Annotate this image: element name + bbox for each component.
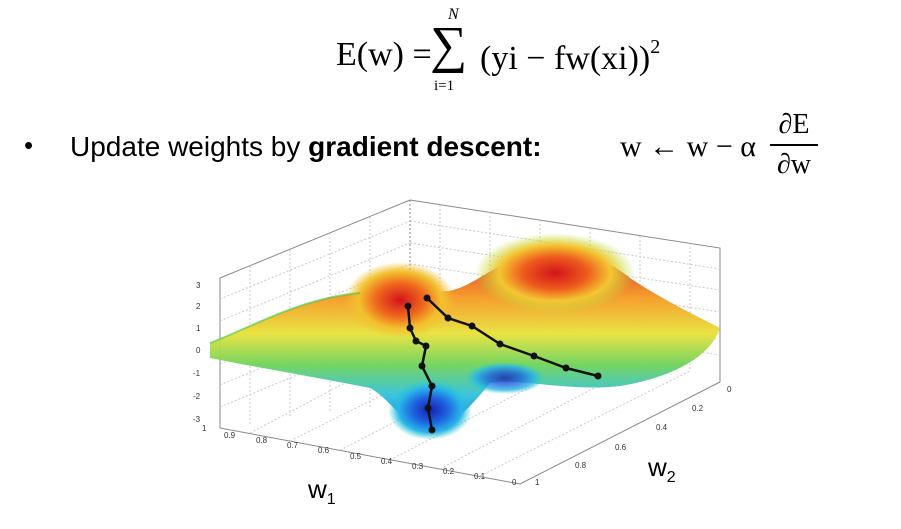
update-rule-lhs: w ← w − α bbox=[620, 130, 756, 163]
equation-exponent: 2 bbox=[650, 36, 661, 58]
path-marker bbox=[428, 382, 436, 390]
gradient-numerator: ∂E bbox=[778, 109, 810, 140]
z-axis-ticks: 3 2 1 0 -1 -2 -3 bbox=[193, 281, 201, 424]
w2-axis-label-subscript: 2 bbox=[666, 469, 676, 487]
w1-tick-label: 0.9 bbox=[224, 431, 236, 440]
w1-axis-label-subscript: 1 bbox=[326, 491, 336, 509]
bullet-text-bold: gradient descent: bbox=[308, 131, 542, 162]
w1-tick-label: 0.6 bbox=[318, 446, 330, 455]
z-tick-label: 1 bbox=[196, 324, 201, 333]
gradient-denominator: ∂w bbox=[776, 149, 812, 180]
path-marker bbox=[594, 372, 602, 380]
w2-axis-label: w2 bbox=[648, 452, 676, 487]
path-marker bbox=[444, 314, 452, 322]
z-tick-label: -1 bbox=[193, 369, 201, 378]
descent-path-right-markers bbox=[423, 294, 602, 380]
w2-tick-label: 0.6 bbox=[615, 443, 627, 452]
w2-tick-label: 1 bbox=[535, 478, 540, 487]
path-marker bbox=[422, 342, 430, 350]
sum-lower-limit: i=1 bbox=[434, 78, 455, 94]
w1-axis-ticks: 1 0.9 0.8 0.7 0.6 0.5 0.4 0.3 0.2 0.1 0 bbox=[202, 424, 517, 487]
equation-rhs-body: (yi − fw(xi)) bbox=[480, 40, 651, 77]
path-marker bbox=[418, 362, 426, 370]
descent-path-left-markers bbox=[404, 302, 436, 434]
w1-tick-label: 0.2 bbox=[443, 467, 455, 476]
path-marker bbox=[424, 404, 432, 412]
path-marker bbox=[428, 426, 436, 434]
bullet-item: • Update weights by gradient descent: bbox=[24, 128, 884, 168]
error-surface bbox=[209, 233, 720, 440]
w2-tick-label: 0.2 bbox=[692, 404, 704, 413]
w1-tick-label: 0 bbox=[512, 478, 517, 487]
gradient-fraction: ∂E ∂w bbox=[770, 108, 818, 182]
equation-lhs: E(w) = bbox=[336, 36, 432, 73]
equation-rhs: (yi − fw(xi))2 bbox=[480, 36, 660, 78]
sum-symbol: ∑ bbox=[430, 17, 468, 74]
z-tick-label: -3 bbox=[193, 415, 201, 424]
w2-tick-label: 0.8 bbox=[575, 461, 587, 470]
z-tick-label: 3 bbox=[196, 281, 201, 290]
path-marker bbox=[412, 337, 420, 345]
w1-axis-label: w1 bbox=[308, 474, 336, 509]
bullet-icon: • bbox=[24, 130, 34, 160]
w1-tick-label: 0.4 bbox=[381, 457, 393, 466]
path-marker bbox=[406, 324, 414, 332]
w2-tick-label: 0.4 bbox=[656, 423, 668, 432]
w2-tick-label: 0 bbox=[727, 385, 732, 394]
error-equation: E(w) = N ∑ i=1 (yi − fw(xi))2 bbox=[300, 6, 660, 98]
w2-axis-label-letter: w bbox=[648, 452, 667, 482]
bullet-text: Update weights by gradient descent: bbox=[70, 131, 542, 163]
path-marker bbox=[468, 322, 476, 330]
update-rule-formula: w ← w − α ∂E ∂w bbox=[620, 108, 840, 188]
z-tick-label: 2 bbox=[196, 302, 201, 311]
w1-tick-label: 0.1 bbox=[474, 472, 486, 481]
path-marker bbox=[404, 302, 412, 310]
z-tick-label: -2 bbox=[193, 392, 201, 401]
error-surface-plot: 3 2 1 0 -1 -2 -3 1 0.9 0.8 0.7 0.6 0.5 0… bbox=[190, 178, 780, 509]
sum-upper-limit: N bbox=[448, 6, 459, 23]
path-marker bbox=[530, 352, 538, 360]
fraction-bar bbox=[770, 144, 818, 146]
path-marker bbox=[423, 294, 431, 302]
w1-tick-label: 0.5 bbox=[350, 452, 362, 461]
w1-tick-label: 1 bbox=[202, 424, 207, 433]
path-marker bbox=[562, 364, 570, 372]
w1-tick-label: 0.7 bbox=[287, 441, 299, 450]
w1-tick-label: 0.8 bbox=[256, 436, 268, 445]
w1-axis-label-letter: w bbox=[308, 474, 327, 504]
path-marker bbox=[496, 340, 504, 348]
surface-plot-svg: 3 2 1 0 -1 -2 -3 1 0.9 0.8 0.7 0.6 0.5 0… bbox=[193, 199, 732, 487]
w2-axis-ticks: 0 0.2 0.4 0.6 0.8 1 bbox=[535, 385, 732, 487]
w1-tick-label: 0.3 bbox=[412, 462, 424, 471]
z-tick-label: 0 bbox=[196, 346, 201, 355]
bullet-text-prefix: Update weights by bbox=[70, 131, 301, 162]
